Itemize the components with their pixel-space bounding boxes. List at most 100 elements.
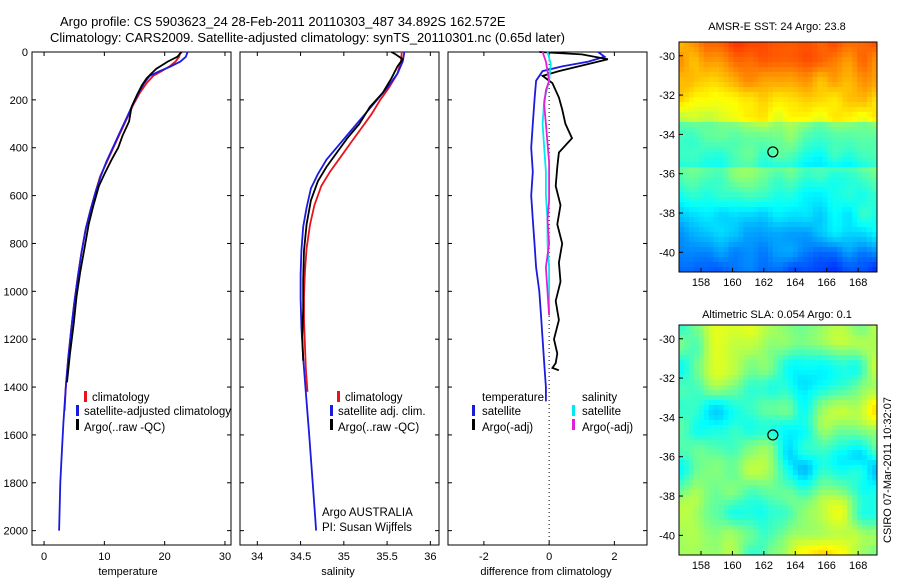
heatmap-cell (698, 375, 705, 381)
heatmap-cell (812, 445, 818, 451)
heatmap-cell (758, 380, 764, 386)
heatmap-cell (763, 122, 769, 128)
legend-swatch-satellite (76, 405, 79, 416)
heatmap-cell (787, 82, 794, 88)
heatmap-cell (773, 187, 779, 193)
heatmap-cell (723, 445, 729, 451)
heatmap-cell (867, 440, 873, 446)
heatmap-cell (842, 470, 848, 476)
heatmap-cell (728, 435, 734, 441)
heatmap-cell (683, 330, 690, 336)
heatmap-cell (738, 217, 744, 223)
heatmap-cell (703, 350, 709, 356)
heatmap-cell (847, 350, 853, 356)
heatmap-cell (872, 380, 878, 386)
heatmap-cell (778, 192, 784, 198)
heatmap-cell (822, 540, 828, 546)
heatmap-cell (832, 202, 838, 208)
heatmap-cell (693, 505, 700, 511)
heatmap-cell (773, 132, 779, 138)
heatmap-cell (693, 192, 700, 198)
heatmap-cell (817, 232, 823, 238)
heatmap-cell (842, 72, 848, 78)
heatmap-cell (713, 465, 719, 471)
heatmap-cell (847, 390, 853, 396)
heatmap-cell (812, 47, 818, 53)
heatmap-cell (763, 540, 769, 546)
heatmap-cell (862, 117, 868, 123)
heatmap-cell (822, 157, 828, 163)
heatmap-cell (807, 112, 813, 118)
heatmap-cell (842, 62, 848, 68)
heatmap-cell (797, 545, 804, 551)
heatmap-cell (862, 127, 868, 133)
heatmap-cell (817, 62, 823, 68)
heatmap-cell (827, 102, 833, 108)
series-line-climatology (303, 51, 403, 392)
heatmap-cell (693, 420, 700, 426)
heatmap-cell (713, 122, 719, 128)
heatmap-cell (773, 390, 779, 396)
heatmap-cell (733, 232, 739, 238)
heatmap-cell (748, 227, 754, 233)
heatmap-cell (679, 520, 685, 526)
heatmap-cell (748, 232, 754, 238)
heatmap-cell (773, 460, 779, 466)
heatmap-cell (847, 232, 853, 238)
heatmap-cell (738, 192, 744, 198)
heatmap-cell (787, 435, 794, 441)
heatmap-cell (817, 360, 823, 366)
heatmap-cell (832, 385, 838, 391)
heatmap-cell (847, 425, 853, 431)
heatmap-cell (837, 495, 843, 501)
heatmap-cell (748, 475, 754, 481)
heatmap-cell (723, 112, 729, 118)
heatmap-cell (738, 252, 744, 258)
heatmap-cell (817, 52, 823, 58)
heatmap-cell (688, 67, 695, 73)
heatmap-cell (857, 222, 863, 228)
heatmap-cell (748, 370, 754, 376)
heatmap-cell (812, 440, 818, 446)
heatmap-cell (753, 510, 759, 516)
heatmap-cell (693, 142, 700, 148)
heatmap-cell (738, 267, 744, 273)
temperature-axes: 0 10 20 30020040060080010001200140016001800… (4, 47, 232, 563)
heatmap-cell (842, 77, 848, 83)
heatmap-cell (718, 82, 724, 88)
heatmap-cell (778, 217, 784, 223)
heatmap-cell (822, 257, 828, 263)
heatmap-cell (688, 207, 695, 213)
heatmap-cell (862, 222, 868, 228)
heatmap-cell (728, 420, 734, 426)
heatmap-cell (847, 470, 853, 476)
heatmap-cell (743, 192, 749, 198)
heatmap-cell (698, 420, 705, 426)
heatmap-cell (872, 385, 878, 391)
heatmap-cell (842, 207, 848, 213)
heatmap-cell (763, 182, 769, 188)
heatmap-cell (698, 57, 705, 63)
heatmap-cell (748, 207, 754, 213)
heatmap-cell (713, 540, 719, 546)
heatmap-cell (713, 545, 719, 551)
heatmap-cell (733, 395, 739, 401)
heatmap-cell (683, 415, 690, 421)
heatmap-cell (822, 142, 828, 148)
heatmap-cell (787, 122, 794, 128)
heatmap-cell (768, 237, 774, 243)
heatmap-cell (832, 242, 838, 248)
heatmap-cell (812, 242, 818, 248)
heatmap-cell (837, 62, 843, 68)
heatmap-cell (728, 445, 734, 451)
heatmap-cell (812, 162, 818, 168)
heatmap-cell (812, 122, 818, 128)
heatmap-cell (753, 92, 759, 98)
heatmap-cell (867, 237, 873, 243)
heatmap-cell (718, 495, 724, 501)
heatmap-cell (857, 172, 863, 178)
heatmap-cell (817, 485, 823, 491)
heatmap-cell (733, 550, 739, 556)
heatmap-cell (713, 450, 719, 456)
heatmap-cell (688, 450, 695, 456)
